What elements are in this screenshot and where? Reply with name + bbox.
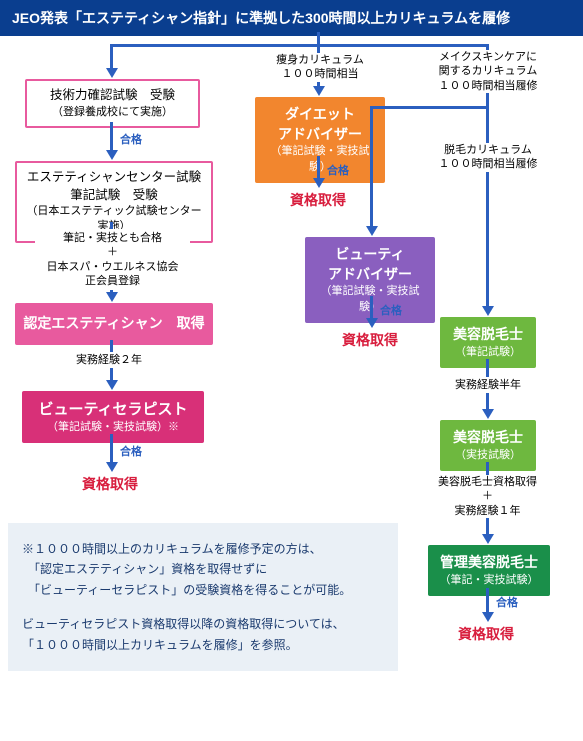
c2-pass1: 合格 xyxy=(327,162,349,178)
c1-mid-l3: 日本スパ・ウエルネス協会 xyxy=(35,260,190,274)
c1-mid-l4: 正会員登録 xyxy=(35,274,190,288)
c3-branch-arrow-left xyxy=(366,226,378,236)
c1-arrow-top xyxy=(106,68,118,78)
c2-arrow1 xyxy=(313,178,325,188)
c3-top: メイクスキンケアに 関するカリキュラム １００時間相当履修 xyxy=(423,50,553,93)
c3-arrow2 xyxy=(482,534,494,544)
c3-box2-l2: （実技試験） xyxy=(450,448,526,463)
c1-pass1: 合格 xyxy=(120,131,142,147)
c3-top-l1: メイクスキンケアに xyxy=(423,50,553,64)
note-p5: 「１０００時間以上カリキュラムを履修」を参照。 xyxy=(22,635,384,655)
c3-mid: 美容脱毛士資格取得 ＋ 実務経験１年 xyxy=(430,475,545,518)
c3-box3-l2: （筆記・実技試験） xyxy=(438,573,540,588)
c1-arrow4 xyxy=(106,462,118,472)
c2-acq2: 資格取得 xyxy=(342,330,398,350)
c3-pass: 合格 xyxy=(496,594,518,610)
c3-acq: 資格取得 xyxy=(458,624,514,644)
c3-branch-h xyxy=(370,106,489,109)
c1-box2-l2: 筆記試験 受験 xyxy=(25,187,203,205)
c3-box3-l1: 管理美容脱毛士 xyxy=(438,553,540,573)
c3-branch-v-right xyxy=(486,106,489,306)
c1-mid-l1: 筆記・実技とも合格 xyxy=(35,231,190,245)
c1-pass2: 合格 xyxy=(120,443,142,459)
c2-top-l2: １００時間相当 xyxy=(265,67,375,81)
c3-hair-l2: １００時間相当履修 xyxy=(428,157,548,171)
c3-hair: 脱毛カリキュラム １００時間相当履修 xyxy=(428,143,548,172)
c3-hair-l1: 脱毛カリキュラム xyxy=(428,143,548,157)
connector-top-h xyxy=(110,44,488,47)
c2-arrow2 xyxy=(366,318,378,328)
c1-box3: 認定エステティシャン 取得 xyxy=(15,303,213,345)
c2-line1 xyxy=(317,156,320,178)
note-p3: 「ビューティーセラピスト」の受験資格を得ることが可能。 xyxy=(22,580,384,600)
c3-arrow1 xyxy=(482,409,494,419)
note-p4: ビューティセラピスト資格取得以降の資格取得については、 xyxy=(22,614,384,634)
header-bar: JEO発表「エステティシャン指針」に準拠した300時間以上カリキュラムを履修 xyxy=(0,0,583,36)
c1-arrow1 xyxy=(106,150,118,160)
c2-acq1: 資格取得 xyxy=(290,190,346,210)
c1-arrow3 xyxy=(106,380,118,390)
c1-line4 xyxy=(110,434,113,462)
c1-box4-l2: （筆記試験・実技試験）※ xyxy=(32,420,194,435)
c2-box2-l1: ビューティ xyxy=(315,245,425,265)
c3-box2-l1: 美容脱毛士 xyxy=(450,428,526,448)
note-p2: 「認定エステティシャン」資格を取得せずに xyxy=(22,559,384,579)
c1-arrow-top-line xyxy=(110,44,113,68)
c1-mid: 筆記・実技とも合格 ＋ 日本スパ・ウエルネス協会 正会員登録 xyxy=(35,229,190,290)
c2-arrow-top xyxy=(313,86,325,96)
c3-top-l2: 関するカリキュラム xyxy=(423,64,553,78)
c1-box1-l2: （登録養成校にて実施） xyxy=(35,105,190,120)
c3-box1-l1: 美容脱毛士 xyxy=(450,325,526,345)
c2-top-l1: 痩身カリキュラム xyxy=(265,53,375,67)
c3-branch-arrow-right xyxy=(482,306,494,316)
c3-mid-l2: ＋ xyxy=(430,489,545,503)
note-box: ※１０００時間以上のカリキュラムを履修予定の方は、 「認定エステティシャン」資格… xyxy=(8,523,398,671)
note-p1: ※１０００時間以上のカリキュラムを履修予定の方は、 xyxy=(22,539,384,559)
c2-box1-l1: ダイエット xyxy=(265,105,375,125)
c1-exp: 実務経験２年 xyxy=(72,352,146,368)
c1-box1-l1: 技術力確認試験 受験 xyxy=(35,87,190,105)
c1-box4-l1: ビューティセラピスト xyxy=(32,399,194,420)
c2-box1-l3: （筆記試験・実技試験） xyxy=(265,144,375,175)
c2-box1-l2: アドバイザー xyxy=(265,125,375,145)
c3-mid-l1: 美容脱毛士資格取得 xyxy=(430,475,545,489)
c3-box3: 管理美容脱毛士 （筆記・実技試験） xyxy=(428,545,550,596)
c2-line2 xyxy=(370,296,373,318)
c2-box1: ダイエット アドバイザー （筆記試験・実技試験） xyxy=(255,97,385,183)
c1-box1: 技術力確認試験 受験 （登録養成校にて実施） xyxy=(25,79,200,128)
c3-arrow3 xyxy=(482,612,494,622)
c3-mid-l3: 実務経験１年 xyxy=(430,504,545,518)
c2-top: 痩身カリキュラム １００時間相当 xyxy=(265,53,375,82)
c1-arrow2 xyxy=(106,292,118,302)
c3-box1-l2: （筆記試験） xyxy=(450,345,526,360)
c3-branch-v-left xyxy=(370,106,373,226)
c1-box4: ビューティセラピスト （筆記試験・実技試験）※ xyxy=(22,391,204,443)
c1-mid-l2: ＋ xyxy=(35,245,190,259)
c3-line3 xyxy=(486,588,489,612)
c1-line1 xyxy=(110,122,113,150)
c1-box2-l1: エステティシャンセンター試験 xyxy=(25,169,203,187)
c3-top-l3: １００時間相当履修 xyxy=(423,79,553,93)
c2-box2-l2: アドバイザー xyxy=(315,265,425,285)
c1-acq: 資格取得 xyxy=(82,474,138,494)
c2-pass2: 合格 xyxy=(380,302,402,318)
c3-exp1: 実務経験半年 xyxy=(452,377,524,393)
